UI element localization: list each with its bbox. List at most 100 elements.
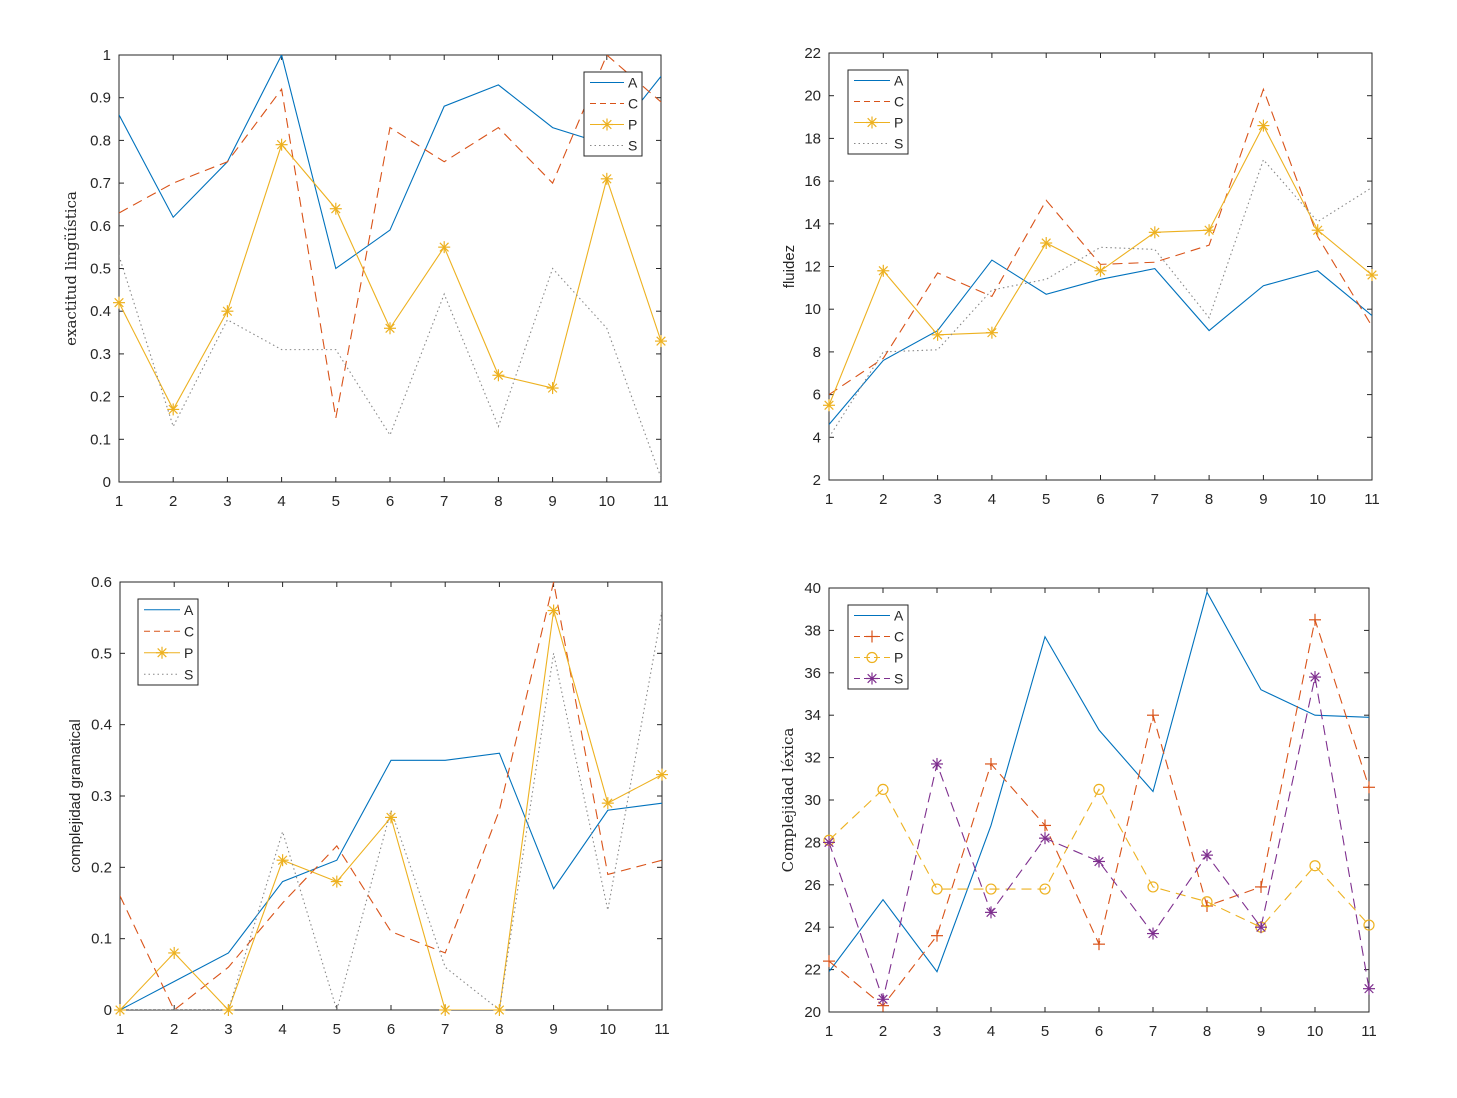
x-tick-label: 8 <box>1203 1023 1211 1040</box>
x-tick-label: 2 <box>170 1021 178 1038</box>
y-tick-label: 0.8 <box>90 132 111 149</box>
data-point-P <box>601 797 614 810</box>
legend-label-C: C <box>184 623 194 639</box>
data-point-C <box>1093 938 1105 951</box>
x-tick-label: 11 <box>653 493 669 510</box>
data-point-P <box>114 1004 126 1016</box>
x-tick-label: 1 <box>115 493 123 510</box>
series-line-A <box>120 752 662 1010</box>
data-point-S <box>1201 849 1213 862</box>
legend-marker-P <box>156 646 168 659</box>
data-point-S <box>985 906 997 919</box>
data-point-S <box>1039 832 1051 845</box>
data-point-P <box>1203 224 1216 237</box>
y-tick-label: 18 <box>804 130 821 147</box>
data-point-P <box>1039 883 1051 895</box>
y-tick-label: 20 <box>804 1004 821 1021</box>
x-tick-label: 2 <box>879 491 887 508</box>
legend-box <box>847 604 909 690</box>
data-point-P <box>547 604 560 617</box>
series-line-S <box>119 255 661 478</box>
data-point-P <box>823 399 835 412</box>
data-point-P <box>492 369 505 382</box>
y-axis-label: exactitud lingüística <box>62 191 80 346</box>
data-point-P <box>1093 783 1105 796</box>
x-tick-label: 8 <box>1205 491 1213 508</box>
y-tick-label: 36 <box>804 665 821 682</box>
x-tick-label: 11 <box>654 1021 670 1038</box>
data-point-P <box>1363 919 1375 931</box>
data-point-P <box>222 1004 235 1016</box>
data-point-C <box>931 929 943 942</box>
data-point-P <box>330 875 343 888</box>
data-point-P <box>113 296 125 309</box>
x-tick-label: 5 <box>1041 1023 1049 1040</box>
y-tick-label: 0.1 <box>90 431 111 448</box>
data-point-P <box>546 382 559 395</box>
data-point-S <box>823 836 835 849</box>
x-tick-label: 7 <box>440 493 448 510</box>
data-point-P <box>931 328 944 341</box>
y-tick-label: 6 <box>813 387 821 404</box>
legend-label-C: C <box>894 94 904 110</box>
series-line-A <box>829 259 1372 425</box>
legend-label-S: S <box>894 671 903 687</box>
data-point-P <box>985 883 997 895</box>
x-tick-label: 2 <box>879 1023 887 1040</box>
x-tick-label: 3 <box>933 1023 941 1040</box>
x-tick-label: 3 <box>223 493 231 510</box>
x-tick-label: 4 <box>277 493 285 510</box>
data-point-P <box>329 202 342 215</box>
plot-area <box>118 54 662 483</box>
y-tick-label: 0 <box>104 1002 112 1019</box>
data-point-P <box>877 783 889 796</box>
y-tick-label: 0.5 <box>91 645 112 662</box>
x-tick-label: 3 <box>224 1021 232 1038</box>
data-point-C <box>1039 819 1051 832</box>
plot-area <box>119 581 663 1011</box>
y-tick-label: 26 <box>804 877 821 894</box>
y-tick-label: 8 <box>813 344 821 361</box>
data-point-P <box>655 335 667 348</box>
legend-marker-C <box>866 630 878 643</box>
x-tick-label: 9 <box>1259 491 1267 508</box>
data-point-P <box>1309 860 1321 872</box>
data-point-P <box>1148 226 1161 239</box>
legend-box <box>137 598 199 686</box>
legend-label-S: S <box>628 138 637 154</box>
legend-label-C: C <box>894 629 904 645</box>
y-tick-label: 0.5 <box>90 261 111 278</box>
y-tick-label: 0.7 <box>90 175 111 192</box>
data-point-P <box>385 811 397 824</box>
data-point-S <box>1255 921 1267 934</box>
y-tick-label: 20 <box>804 88 821 105</box>
series-line-S <box>829 676 1369 1002</box>
data-point-P <box>1201 896 1213 908</box>
y-tick-label: 40 <box>804 580 821 597</box>
x-tick-label: 7 <box>441 1021 449 1038</box>
data-point-P <box>439 1004 452 1016</box>
data-point-S <box>1309 671 1321 684</box>
legend-label-C: C <box>628 96 638 112</box>
x-tick-label: 11 <box>1361 1023 1377 1040</box>
legend-label-A: A <box>184 602 194 618</box>
series-line-A <box>829 590 1369 973</box>
data-point-P <box>276 854 289 867</box>
y-axis-label: complejidad gramatical <box>67 719 84 872</box>
data-point-C <box>823 955 835 968</box>
data-point-P <box>656 768 668 781</box>
x-tick-label: 6 <box>386 493 394 510</box>
x-tick-label: 5 <box>332 493 340 510</box>
x-tick-label: 9 <box>548 493 556 510</box>
x-tick-label: 9 <box>1257 1023 1265 1040</box>
data-point-P <box>168 946 181 959</box>
data-point-P <box>1311 224 1324 237</box>
x-tick-label: 4 <box>278 1021 286 1038</box>
y-tick-label: 12 <box>804 259 821 276</box>
data-point-C <box>985 757 997 770</box>
y-tick-label: 32 <box>804 750 821 767</box>
x-tick-label: 1 <box>825 491 833 508</box>
x-tick-label: 1 <box>825 1023 833 1040</box>
data-point-C <box>1147 709 1159 722</box>
